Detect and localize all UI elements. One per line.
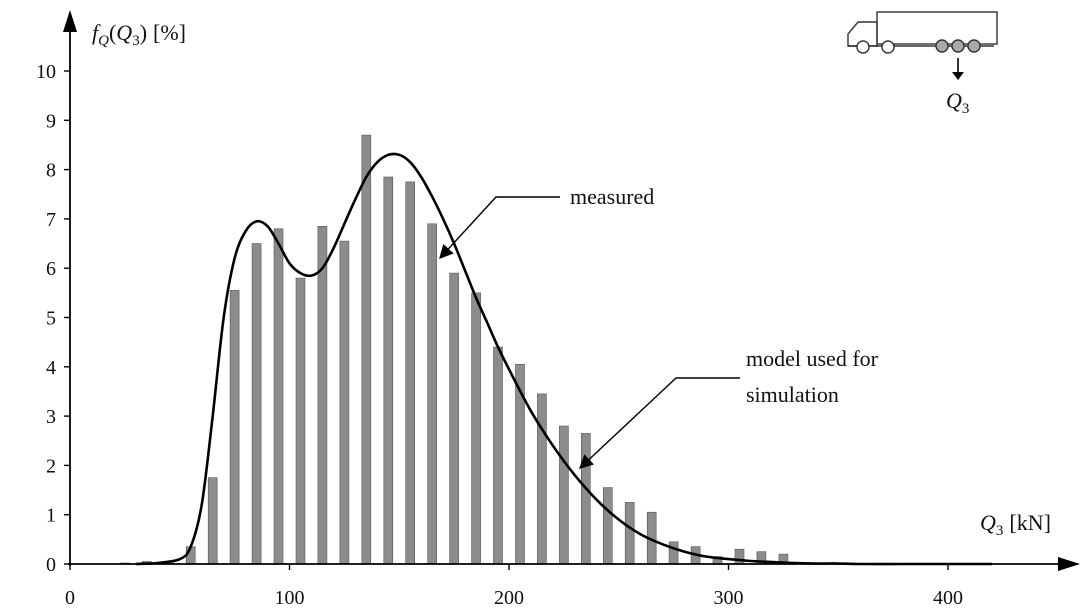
model-annotation-line2: simulation [746, 382, 839, 407]
bar [624, 502, 635, 565]
bar [537, 393, 547, 565]
bar [273, 228, 284, 565]
bar [580, 433, 591, 565]
model-curve [135, 152, 992, 566]
bar [734, 548, 745, 565]
bar [471, 292, 481, 565]
y-axis-arrow [63, 10, 77, 32]
y-tick-label: 2 [46, 455, 56, 477]
y-axis-label: fQ(Q3) [%] [92, 20, 186, 49]
bar [602, 487, 613, 565]
bar [207, 477, 218, 565]
y-tick-label: 1 [46, 505, 56, 527]
y-tick-label: 6 [46, 258, 56, 280]
bar [317, 226, 328, 565]
y-tick-label: 3 [46, 406, 56, 428]
x-axis-label: Q3 [kN] [980, 510, 1051, 539]
model-annotation-line1: model used for [746, 346, 879, 371]
truck-icon [847, 11, 998, 80]
y-tick-label: 8 [46, 160, 56, 182]
x-tick-label: 400 [933, 587, 963, 609]
measured-annotation: measured [570, 184, 654, 209]
x-axis-arrow [1058, 557, 1080, 571]
y-tick-label: 5 [46, 308, 56, 330]
truck-load-label: Q3 [946, 88, 969, 117]
bar [383, 176, 394, 565]
x-tick-label: 200 [494, 587, 524, 609]
measured-bars [120, 134, 789, 565]
bar [559, 425, 569, 565]
measured-leader-line [439, 196, 560, 260]
bar [361, 134, 372, 565]
x-tick-label: 0 [65, 587, 75, 609]
bar [229, 290, 240, 565]
axes [63, 10, 1080, 571]
y-tick-label: 9 [46, 110, 56, 132]
bar [405, 181, 416, 565]
bar [295, 277, 306, 565]
y-tick-label: 7 [46, 209, 56, 231]
bar [339, 240, 350, 565]
bar [251, 243, 262, 565]
y-tick-label: 4 [46, 357, 56, 379]
bar [668, 541, 679, 565]
bar [449, 272, 459, 565]
y-tick-label: 0 [46, 554, 56, 576]
y-tick-label: 10 [36, 61, 56, 83]
x-tick-label: 300 [714, 587, 744, 609]
bar [493, 346, 503, 565]
x-tick-label: 100 [275, 587, 305, 609]
model-leader-line [578, 377, 740, 469]
bar [427, 223, 438, 565]
